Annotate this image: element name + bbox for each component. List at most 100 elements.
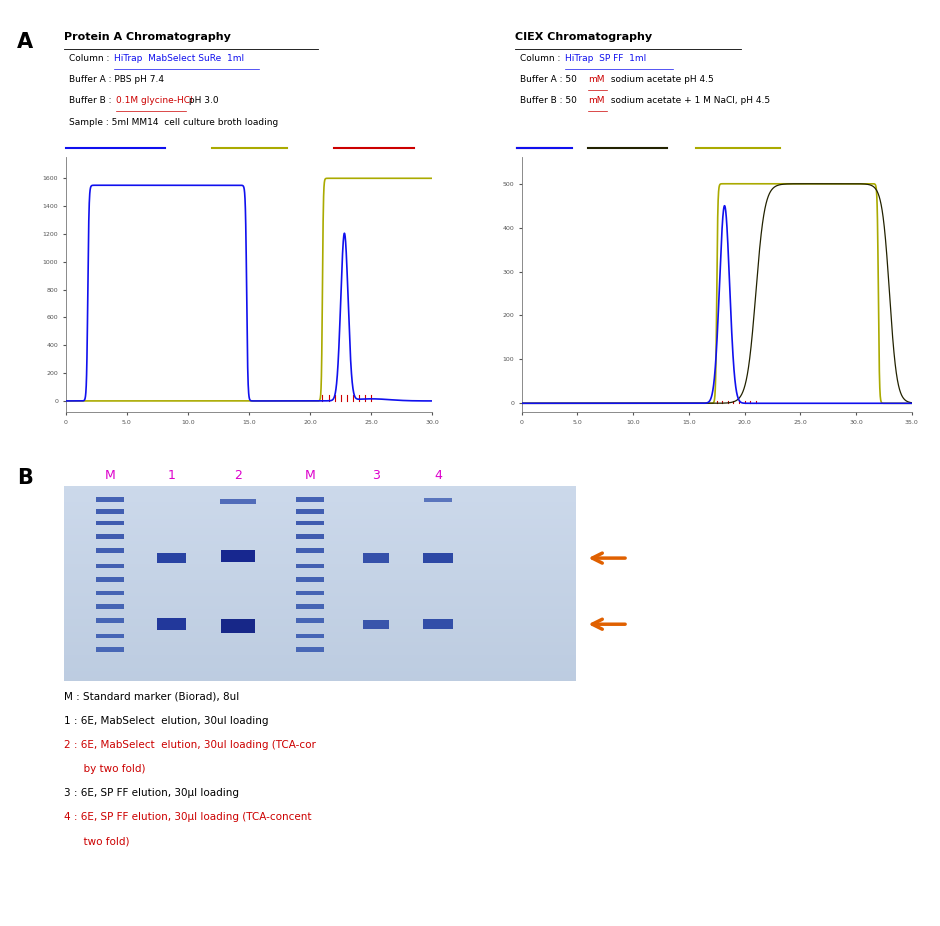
Bar: [64, 635, 576, 639]
Bar: [296, 564, 324, 569]
Bar: [64, 668, 576, 670]
Bar: [64, 632, 576, 635]
Bar: [96, 605, 124, 609]
Bar: [364, 619, 389, 629]
Bar: [64, 554, 576, 557]
Bar: [64, 544, 576, 548]
Bar: [64, 577, 576, 580]
Bar: [64, 570, 576, 573]
Bar: [64, 613, 576, 616]
Text: mM: mM: [588, 96, 605, 106]
Text: CIEX Chromatography: CIEX Chromatography: [515, 32, 652, 43]
Bar: [64, 596, 576, 600]
Bar: [296, 647, 324, 652]
Text: Buffer B :: Buffer B :: [69, 96, 114, 106]
Bar: [296, 618, 324, 622]
Bar: [64, 661, 576, 665]
Bar: [64, 648, 576, 652]
Bar: [64, 616, 576, 619]
Text: M: M: [305, 469, 315, 482]
Text: M: M: [104, 469, 116, 482]
Bar: [64, 600, 576, 603]
Bar: [96, 647, 124, 652]
Text: M : Standard marker (Biorad), 8ul: M : Standard marker (Biorad), 8ul: [64, 692, 239, 702]
Bar: [96, 520, 124, 525]
Text: Column :: Column :: [69, 54, 112, 63]
Bar: [64, 644, 576, 648]
Text: by two fold): by two fold): [64, 764, 146, 774]
Text: 3 : 6E, SP FF elution, 30μl loading: 3 : 6E, SP FF elution, 30μl loading: [64, 788, 239, 798]
Bar: [96, 534, 124, 539]
Text: Protein A Chromatography: Protein A Chromatography: [64, 32, 231, 43]
Text: Column :: Column :: [520, 54, 563, 63]
Bar: [296, 497, 324, 502]
Text: 4: 4: [434, 469, 442, 482]
Bar: [64, 674, 576, 678]
Bar: [64, 551, 576, 554]
Bar: [64, 561, 576, 564]
Bar: [96, 618, 124, 622]
Bar: [96, 548, 124, 553]
Text: 2: 2: [234, 469, 242, 482]
Text: 0.1M glycine-HCl: 0.1M glycine-HCl: [116, 96, 193, 106]
Bar: [64, 652, 576, 655]
Text: 1 : 6E, MabSelect  elution, 30ul loading: 1 : 6E, MabSelect elution, 30ul loading: [64, 716, 269, 726]
Bar: [64, 670, 576, 674]
Bar: [64, 493, 576, 496]
Text: mM: mM: [588, 75, 605, 84]
Bar: [157, 553, 185, 563]
Bar: [64, 535, 576, 538]
Bar: [157, 619, 185, 631]
Bar: [64, 629, 576, 632]
Bar: [64, 665, 576, 668]
Text: A: A: [17, 32, 33, 53]
Bar: [96, 509, 124, 514]
Bar: [64, 538, 576, 541]
Text: 3: 3: [372, 469, 381, 482]
Bar: [64, 594, 576, 596]
Text: pH 3.0: pH 3.0: [186, 96, 219, 106]
Bar: [64, 490, 576, 493]
Bar: [296, 605, 324, 609]
Bar: [64, 619, 576, 622]
Text: Buffer B : 50: Buffer B : 50: [520, 96, 580, 106]
Bar: [64, 509, 576, 512]
Bar: [64, 609, 576, 613]
Bar: [64, 567, 576, 570]
Text: Buffer A : 50: Buffer A : 50: [520, 75, 580, 84]
Bar: [423, 619, 453, 630]
Text: sodium acetate pH 4.5: sodium acetate pH 4.5: [608, 75, 714, 84]
Bar: [296, 509, 324, 514]
Bar: [221, 550, 256, 562]
Bar: [64, 606, 576, 609]
Text: B: B: [17, 468, 33, 488]
Text: Buffer A : PBS pH 7.4: Buffer A : PBS pH 7.4: [69, 75, 164, 84]
Bar: [64, 525, 576, 528]
Bar: [64, 499, 576, 502]
Bar: [64, 528, 576, 532]
Bar: [64, 580, 576, 583]
Bar: [296, 534, 324, 539]
Bar: [64, 639, 576, 642]
Bar: [64, 506, 576, 509]
Bar: [96, 591, 124, 595]
Bar: [64, 548, 576, 551]
Bar: [64, 626, 576, 629]
Bar: [64, 583, 576, 587]
Bar: [64, 519, 576, 522]
Text: 1: 1: [167, 469, 176, 482]
Bar: [296, 633, 324, 638]
Text: two fold): two fold): [64, 836, 130, 846]
Bar: [96, 577, 124, 582]
Bar: [64, 541, 576, 544]
Bar: [64, 496, 576, 499]
Bar: [64, 532, 576, 534]
Bar: [64, 603, 576, 606]
Bar: [424, 497, 452, 502]
Bar: [64, 502, 576, 506]
Bar: [364, 554, 389, 563]
Bar: [96, 633, 124, 638]
Bar: [423, 553, 453, 563]
Bar: [296, 520, 324, 525]
Bar: [221, 619, 256, 633]
